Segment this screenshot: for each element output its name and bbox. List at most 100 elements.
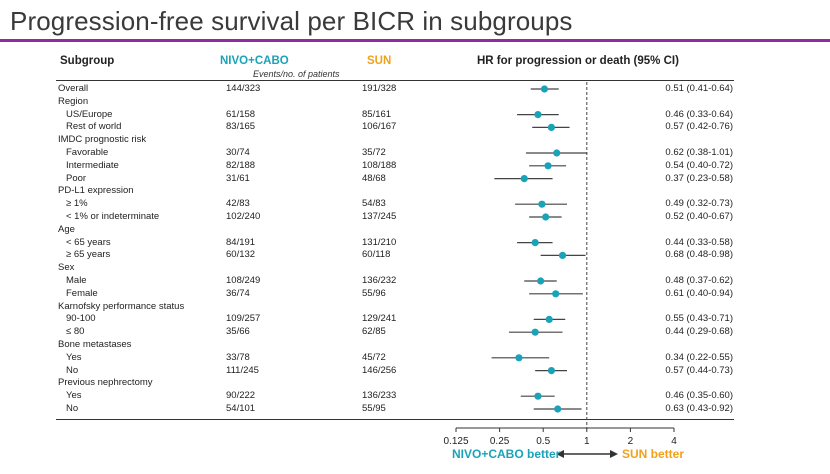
hr-ci-text: 0.34 (0.22-0.55) <box>665 351 733 363</box>
footer-rule <box>56 419 734 420</box>
x-tick-label: 2 <box>628 436 634 447</box>
legend-nivo-better: NIVO+CABO better <box>452 447 561 461</box>
subgroup-label: 90-100 <box>66 313 96 325</box>
hr-ci-text: 0.61 (0.40-0.94) <box>665 287 733 299</box>
nivo-events: 33/78 <box>226 351 250 363</box>
nivo-events: 102/240 <box>226 211 261 222</box>
header-events-note: Events/no. of patients <box>253 69 340 79</box>
hr-point <box>554 405 562 413</box>
hr-point <box>534 392 542 400</box>
hr-point <box>531 328 539 336</box>
subgroup-label: Intermediate <box>66 159 119 171</box>
sun-events: 131/210 <box>362 236 397 248</box>
x-tick-label: 0.25 <box>490 436 510 447</box>
hr-ci-text: 0.37 (0.23-0.58) <box>665 172 733 184</box>
hr-ci-text: 0.55 (0.43-0.71) <box>665 313 733 325</box>
category-label: IMDC prognostic risk <box>58 134 147 146</box>
hr-ci-text: 0.52 (0.40-0.67) <box>665 211 733 222</box>
hr-point <box>540 85 549 93</box>
hr-point <box>547 367 556 375</box>
subgroup-label: Favorable <box>66 147 109 158</box>
hr-point <box>534 111 542 119</box>
sun-events: 136/233 <box>362 390 397 402</box>
sun-events: 55/95 <box>362 403 386 414</box>
legend-arrow-left-head <box>556 450 564 458</box>
nivo-events: 144/323 <box>226 83 261 94</box>
sun-events: 137/245 <box>362 211 397 222</box>
header-nivo-cabo: NIVO+CABO <box>220 55 289 67</box>
hr-ci-text: 0.46 (0.33-0.64) <box>665 108 733 120</box>
header-sun: SUN <box>367 55 392 67</box>
sun-events: 48/68 <box>362 172 386 184</box>
hr-ci-text: 0.46 (0.35-0.60) <box>665 390 733 402</box>
sun-events: 55/96 <box>362 287 386 299</box>
hr-ci-text: 0.57 (0.42-0.76) <box>665 121 733 133</box>
sun-events: 60/118 <box>362 249 391 261</box>
hr-point <box>545 315 553 323</box>
header-rule <box>56 80 734 81</box>
category-label: Sex <box>58 262 75 274</box>
subgroup-label: Female <box>66 287 98 299</box>
subgroup-label: Male <box>66 275 87 286</box>
subgroup-label: Poor <box>66 172 87 184</box>
subgroup-label: ≥ 65 years <box>66 249 111 261</box>
hr-ci-text: 0.48 (0.37-0.62) <box>665 275 733 286</box>
title-divider <box>0 39 830 42</box>
sun-events: 106/167 <box>362 121 397 133</box>
nivo-events: 108/249 <box>226 275 261 286</box>
x-tick-label: 0.5 <box>536 436 550 447</box>
hr-point <box>553 149 561 157</box>
x-tick-label: 0.125 <box>443 436 468 447</box>
nivo-events: 83/165 <box>226 121 256 133</box>
hr-point <box>547 123 556 131</box>
legend-sun-better: SUN better <box>622 447 685 461</box>
nivo-events: 90/222 <box>226 390 256 402</box>
nivo-events: 54/101 <box>226 403 256 414</box>
sun-events: 62/85 <box>362 326 386 338</box>
category-label: Region <box>58 95 89 107</box>
sun-events: 35/72 <box>362 147 386 158</box>
category-label: Bone metastases <box>58 339 132 350</box>
category-label: PD-L1 expression <box>58 185 134 197</box>
nivo-events: 31/61 <box>226 172 250 184</box>
sun-events: 85/161 <box>362 108 392 120</box>
hr-ci-text: 0.51 (0.41-0.64) <box>665 83 733 94</box>
subgroup-label: Yes <box>66 390 82 402</box>
subgroup-label: Yes <box>66 351 82 363</box>
hr-point <box>520 175 528 183</box>
nivo-events: 111/245 <box>226 364 259 376</box>
hr-point <box>515 354 523 362</box>
subgroup-label: < 1% or indeterminate <box>66 211 160 222</box>
x-tick-label: 4 <box>671 436 677 447</box>
subgroup-label: US/Europe <box>66 108 113 120</box>
subgroup-label: No <box>66 364 79 376</box>
category-label: Previous nephrectomy <box>58 377 153 389</box>
hr-point <box>544 162 552 170</box>
hr-ci-text: 0.49 (0.32-0.73) <box>665 198 733 210</box>
nivo-events: 35/66 <box>226 326 250 338</box>
sun-events: 108/188 <box>362 159 397 171</box>
nivo-events: 30/74 <box>226 147 250 158</box>
hr-point <box>542 213 550 221</box>
sun-events: 191/328 <box>362 83 397 94</box>
category-label: Karnofsky performance status <box>58 300 185 312</box>
hr-ci-text: 0.54 (0.40-0.72) <box>665 159 733 171</box>
subgroup-label: ≤ 80 <box>66 326 85 338</box>
nivo-events: 84/191 <box>226 236 256 248</box>
hr-ci-text: 0.68 (0.48-0.98) <box>665 249 733 261</box>
subgroup-label: Rest of world <box>66 121 122 133</box>
nivo-events: 82/188 <box>226 159 256 171</box>
hr-ci-text: 0.57 (0.44-0.73) <box>665 364 733 376</box>
slide-title: Progression-free survival per BICR in su… <box>10 6 573 36</box>
hr-ci-text: 0.44 (0.33-0.58) <box>665 236 733 248</box>
hr-point <box>558 251 567 259</box>
subgroup-label: ≥ 1% <box>66 198 88 210</box>
nivo-events: 109/257 <box>226 313 261 325</box>
hr-point <box>552 290 560 298</box>
category-label: Age <box>58 223 75 235</box>
sun-events: 54/83 <box>362 198 386 210</box>
hr-ci-text: 0.63 (0.43-0.92) <box>665 403 733 414</box>
x-tick-label: 1 <box>584 436 590 447</box>
sun-events: 129/241 <box>362 313 397 325</box>
